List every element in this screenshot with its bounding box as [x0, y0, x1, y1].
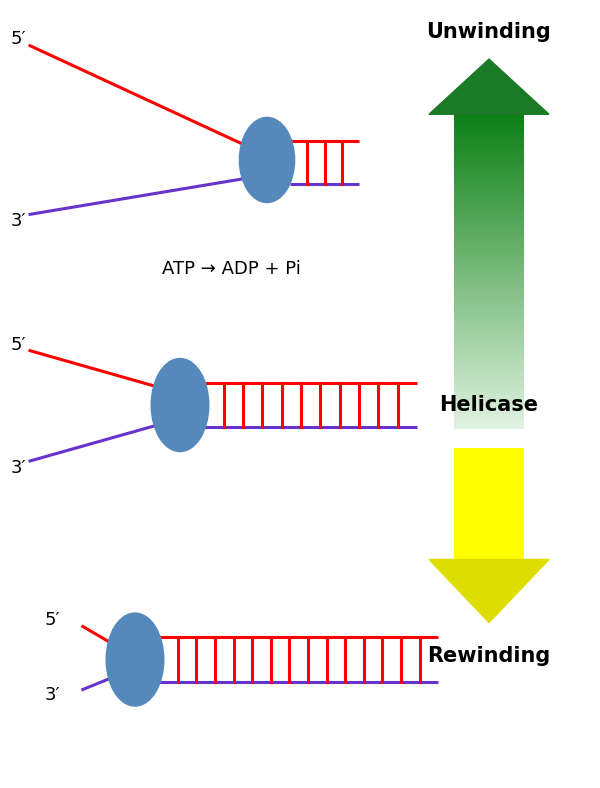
Bar: [454, 299, 524, 303]
Bar: [454, 288, 524, 292]
Bar: [454, 118, 524, 122]
Bar: [454, 359, 524, 362]
Bar: [454, 229, 524, 232]
Bar: [454, 181, 524, 185]
Ellipse shape: [151, 359, 209, 452]
Bar: [454, 276, 524, 280]
Bar: [454, 339, 524, 343]
Text: 5′: 5′: [10, 31, 26, 48]
Bar: [454, 209, 524, 213]
Text: Rewinding: Rewinding: [427, 645, 551, 666]
Bar: [454, 307, 524, 311]
Bar: [454, 331, 524, 335]
Bar: [454, 252, 524, 256]
Bar: [454, 165, 524, 169]
Bar: [454, 441, 524, 448]
Text: 3′: 3′: [10, 459, 26, 477]
Bar: [454, 150, 524, 154]
Bar: [454, 406, 524, 410]
Bar: [454, 366, 524, 370]
Bar: [454, 323, 524, 327]
Bar: [454, 205, 524, 209]
Text: 5′: 5′: [10, 336, 26, 354]
Bar: [454, 378, 524, 382]
Bar: [454, 197, 524, 201]
Bar: [454, 221, 524, 225]
Bar: [454, 169, 524, 173]
Bar: [454, 201, 524, 205]
Bar: [454, 244, 524, 248]
Bar: [454, 248, 524, 252]
Bar: [454, 347, 524, 351]
Bar: [454, 374, 524, 378]
Bar: [454, 146, 524, 150]
Bar: [454, 177, 524, 181]
Bar: [454, 311, 524, 315]
Bar: [454, 398, 524, 402]
Bar: [454, 122, 524, 126]
Bar: [454, 441, 524, 559]
Bar: [454, 296, 524, 299]
Bar: [454, 126, 524, 130]
Bar: [454, 138, 524, 142]
Bar: [454, 319, 524, 323]
Bar: [454, 386, 524, 390]
Bar: [454, 292, 524, 296]
Bar: [454, 240, 524, 244]
Bar: [454, 394, 524, 398]
Bar: [454, 410, 524, 414]
Bar: [454, 315, 524, 319]
Text: Unwinding: Unwinding: [427, 21, 551, 42]
Bar: [454, 225, 524, 229]
Text: 3′: 3′: [10, 212, 26, 229]
Bar: [454, 232, 524, 236]
Bar: [454, 158, 524, 162]
Polygon shape: [429, 59, 549, 114]
Bar: [454, 335, 524, 339]
Bar: [454, 284, 524, 288]
Bar: [454, 130, 524, 134]
Bar: [454, 422, 524, 426]
Bar: [454, 355, 524, 359]
Bar: [454, 272, 524, 276]
Polygon shape: [429, 559, 549, 623]
Ellipse shape: [106, 613, 164, 706]
Bar: [454, 173, 524, 177]
Bar: [454, 402, 524, 406]
Bar: [454, 193, 524, 197]
Bar: [454, 134, 524, 138]
Ellipse shape: [239, 117, 295, 203]
Bar: [454, 351, 524, 355]
Bar: [454, 162, 524, 165]
Bar: [454, 382, 524, 386]
Bar: [454, 236, 524, 240]
Text: 3′: 3′: [45, 686, 61, 704]
Bar: [454, 418, 524, 422]
Bar: [454, 268, 524, 272]
Bar: [454, 114, 524, 118]
Bar: [454, 370, 524, 374]
Bar: [454, 142, 524, 146]
Bar: [454, 280, 524, 284]
Bar: [454, 260, 524, 264]
Bar: [454, 264, 524, 268]
Bar: [454, 185, 524, 189]
Bar: [454, 217, 524, 221]
Bar: [454, 189, 524, 193]
Bar: [454, 390, 524, 394]
Bar: [454, 362, 524, 366]
Bar: [454, 414, 524, 418]
Text: ATP → ADP + Pi: ATP → ADP + Pi: [162, 261, 301, 278]
Bar: [454, 303, 524, 307]
Bar: [454, 213, 524, 217]
Bar: [454, 154, 524, 158]
Text: 5′: 5′: [45, 611, 61, 629]
Text: Helicase: Helicase: [439, 395, 539, 415]
Bar: [454, 256, 524, 260]
Bar: [454, 327, 524, 331]
Bar: [454, 426, 524, 429]
Bar: [454, 343, 524, 347]
